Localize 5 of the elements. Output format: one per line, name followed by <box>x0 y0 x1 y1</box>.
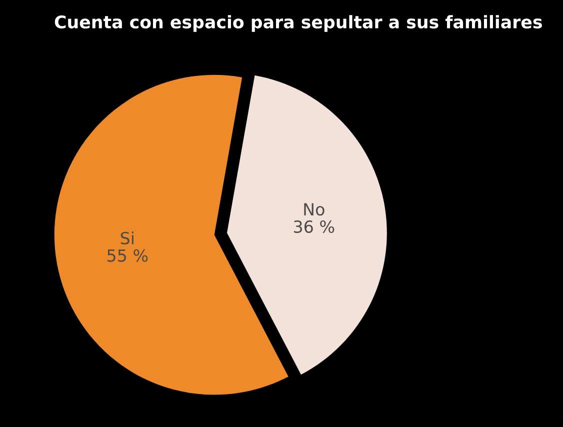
data-label: 55 % <box>108 249 148 262</box>
slice-label: No <box>304 203 324 216</box>
data-label: 36 % <box>294 220 334 233</box>
slice-label: Si <box>120 232 134 244</box>
chart-title: Cuenta con espacio para sepultar a sus familiares <box>54 15 542 32</box>
